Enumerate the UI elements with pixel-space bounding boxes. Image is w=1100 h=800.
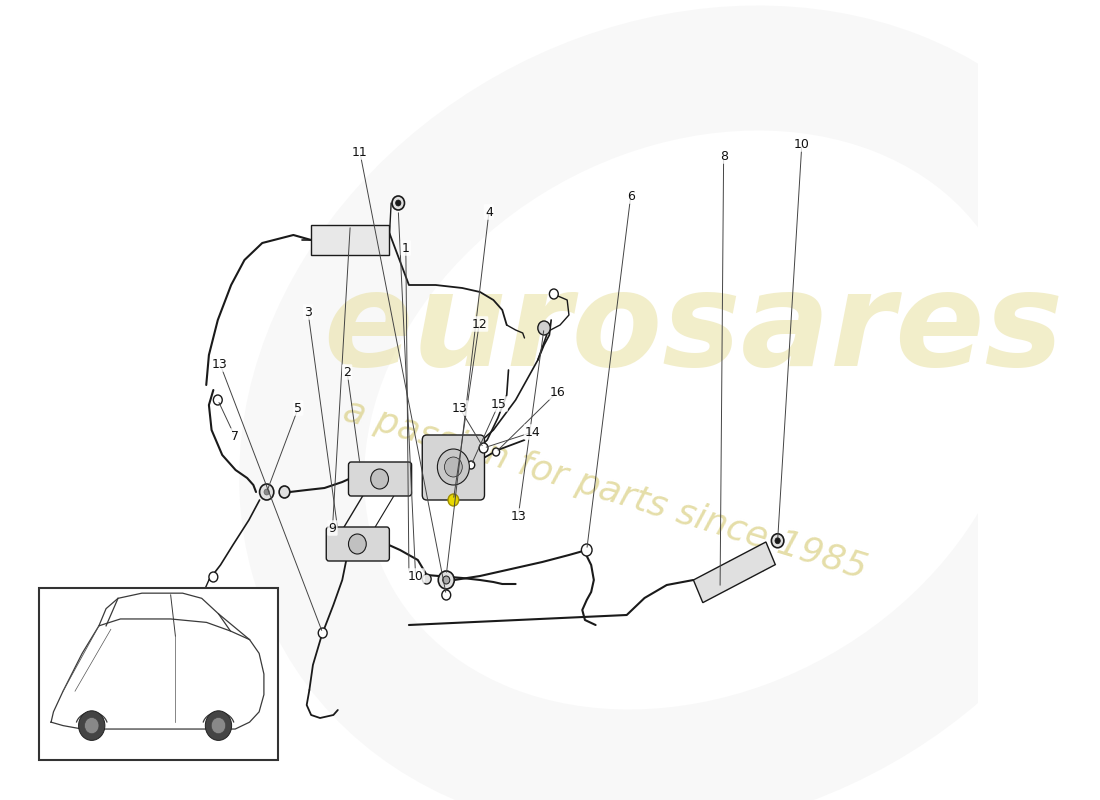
- Circle shape: [776, 538, 780, 544]
- Text: 3: 3: [304, 306, 312, 318]
- Text: 13: 13: [452, 402, 468, 414]
- Circle shape: [78, 711, 104, 740]
- Text: 8: 8: [719, 150, 727, 162]
- Text: 14: 14: [525, 426, 541, 438]
- Bar: [311, 225, 389, 255]
- Text: 5: 5: [295, 402, 302, 414]
- Text: 2: 2: [343, 366, 351, 378]
- Circle shape: [213, 395, 222, 405]
- Text: a passion for parts since 1985: a passion for parts since 1985: [339, 394, 870, 586]
- Text: 13: 13: [212, 358, 228, 370]
- Circle shape: [206, 711, 232, 740]
- FancyBboxPatch shape: [349, 462, 411, 496]
- Circle shape: [771, 534, 784, 548]
- Circle shape: [371, 469, 388, 489]
- Circle shape: [438, 449, 470, 485]
- Circle shape: [444, 457, 462, 477]
- Circle shape: [468, 461, 475, 469]
- Circle shape: [392, 196, 405, 210]
- Text: 10: 10: [794, 138, 810, 150]
- Text: 10: 10: [408, 570, 424, 582]
- Circle shape: [211, 718, 226, 734]
- Text: 6: 6: [627, 190, 635, 202]
- Circle shape: [493, 448, 499, 456]
- Text: 1: 1: [402, 242, 410, 254]
- Bar: [40, 588, 278, 760]
- Text: 13: 13: [510, 510, 526, 522]
- Text: eurosares: eurosares: [323, 266, 1064, 394]
- Circle shape: [480, 443, 488, 453]
- Circle shape: [260, 484, 274, 500]
- Circle shape: [279, 486, 289, 498]
- Circle shape: [538, 321, 550, 335]
- Text: 15: 15: [491, 398, 507, 410]
- Text: 12: 12: [471, 318, 487, 330]
- Text: 7: 7: [231, 430, 239, 442]
- Circle shape: [318, 628, 327, 638]
- FancyBboxPatch shape: [422, 435, 484, 500]
- Text: 11: 11: [352, 146, 367, 158]
- Circle shape: [85, 718, 99, 734]
- Circle shape: [582, 544, 592, 556]
- Polygon shape: [693, 542, 776, 602]
- Circle shape: [209, 572, 218, 582]
- Circle shape: [396, 200, 400, 206]
- Circle shape: [448, 494, 459, 506]
- Circle shape: [422, 574, 431, 584]
- Circle shape: [549, 289, 559, 299]
- FancyBboxPatch shape: [327, 527, 389, 561]
- Circle shape: [349, 534, 366, 554]
- Text: 4: 4: [485, 206, 493, 218]
- Circle shape: [438, 571, 454, 589]
- Circle shape: [442, 576, 450, 584]
- Circle shape: [264, 489, 270, 495]
- Text: 9: 9: [329, 522, 337, 534]
- Text: 16: 16: [550, 386, 565, 398]
- Circle shape: [442, 590, 451, 600]
